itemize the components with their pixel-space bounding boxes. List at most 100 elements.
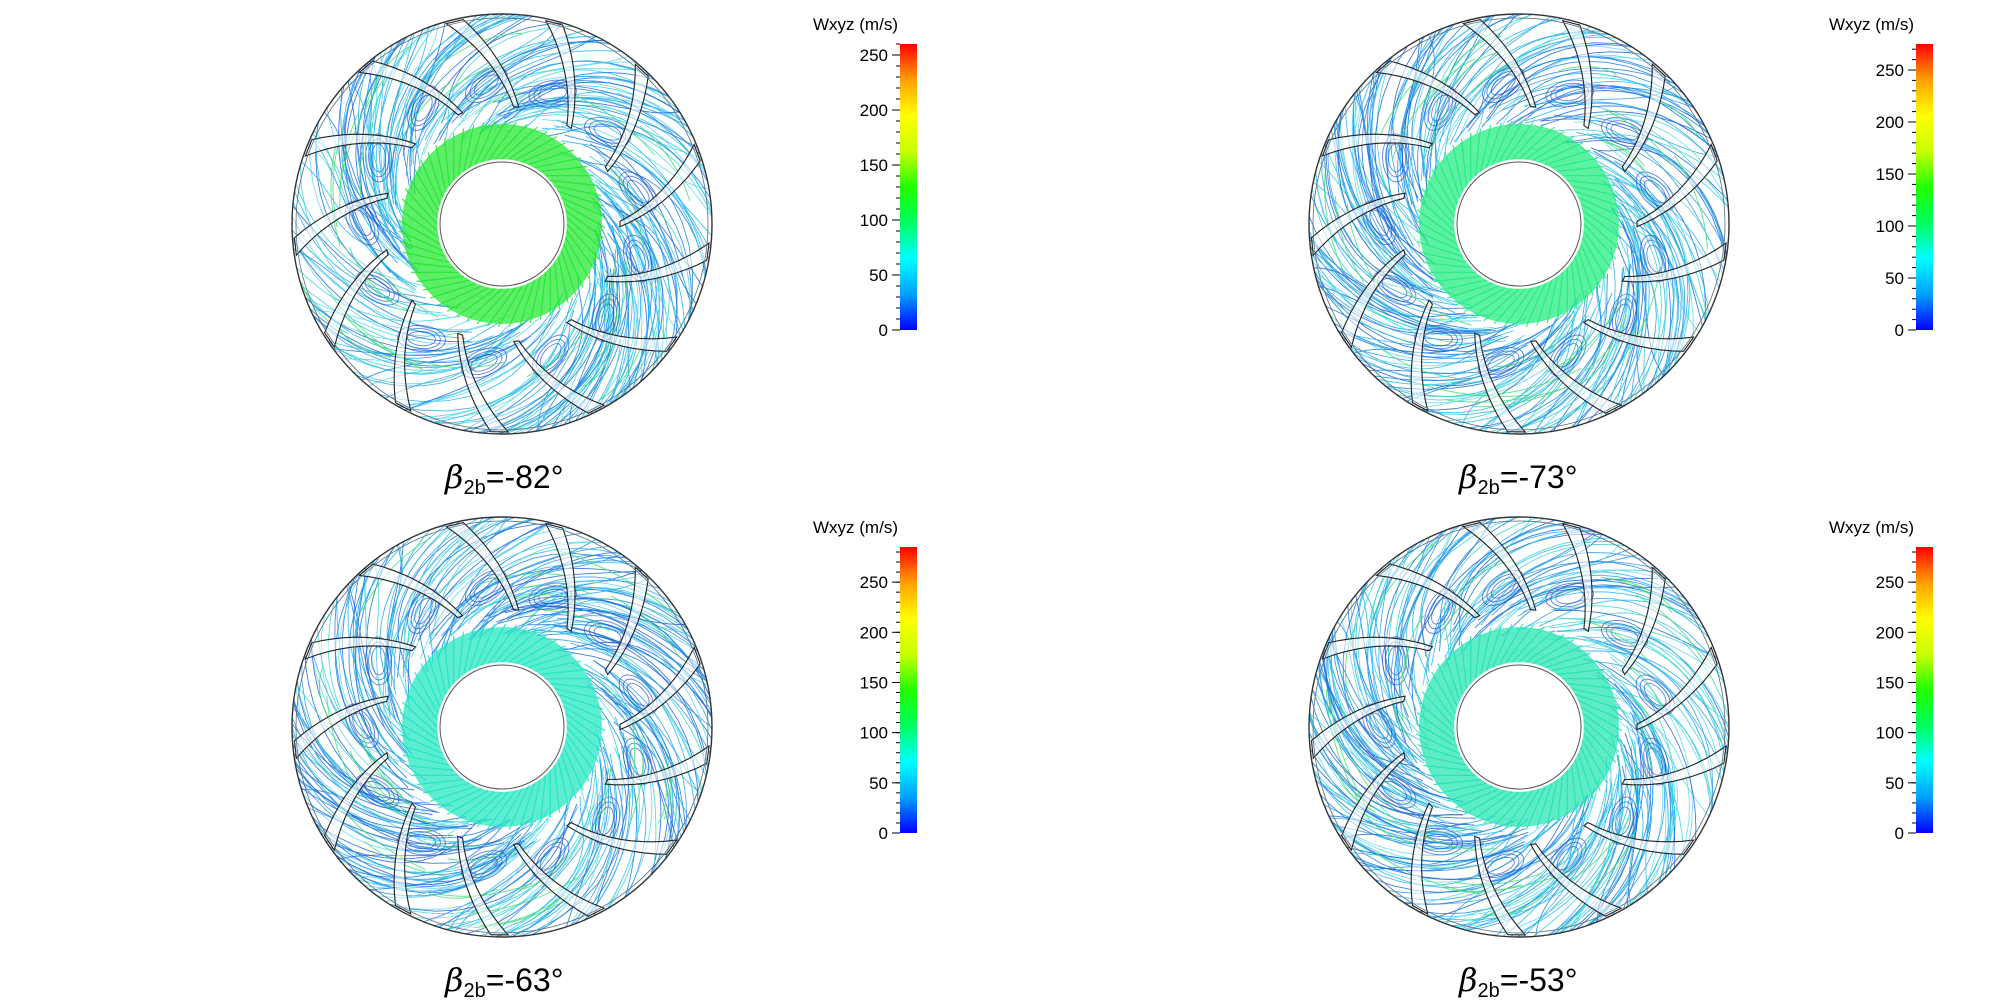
streamline xyxy=(301,281,349,335)
streamline xyxy=(543,638,712,771)
streamline xyxy=(1344,623,1358,701)
streamline xyxy=(1540,111,1726,148)
streamline xyxy=(431,569,657,655)
blade xyxy=(1340,248,1406,349)
recirculation-loop xyxy=(1372,773,1417,809)
blade xyxy=(1621,63,1666,173)
streamline xyxy=(1564,628,1729,759)
blade xyxy=(1636,143,1718,228)
streamline xyxy=(295,802,537,851)
streamline xyxy=(337,308,420,367)
impeller-blades xyxy=(293,521,710,936)
recirculation-loop xyxy=(1601,116,1649,148)
streamline xyxy=(292,773,479,843)
streamline xyxy=(1601,576,1673,613)
panel-caption: β2b=-73° xyxy=(1459,458,1578,499)
streamline xyxy=(604,694,681,868)
streamline xyxy=(1324,166,1345,273)
panel-3: Wxyz (m/s) 0 50 100 150 200 250 β2b=-63° xyxy=(0,503,1003,1006)
recirculation-loop xyxy=(1490,577,1516,599)
streamline xyxy=(398,82,451,144)
streamline xyxy=(553,621,712,791)
streamline xyxy=(1422,806,1608,928)
recirculation-loop xyxy=(397,828,446,856)
streamline xyxy=(327,816,534,862)
recirculation-loop xyxy=(414,94,433,122)
blade xyxy=(293,695,389,760)
streamline xyxy=(428,888,498,899)
colorbar-tick-label: 200 xyxy=(860,623,888,642)
outer-rim xyxy=(1308,13,1730,435)
streamline xyxy=(1484,246,1616,434)
colorbar-gradient xyxy=(900,547,917,833)
streamline xyxy=(1567,816,1631,884)
streamline xyxy=(1422,58,1476,108)
recirculation-loop xyxy=(1635,171,1675,212)
recirculation-loop xyxy=(1610,626,1639,644)
impeller-blades xyxy=(1310,521,1727,936)
streamline xyxy=(529,229,604,434)
recirculation-loop xyxy=(593,123,622,141)
streamline xyxy=(509,95,701,130)
streamline xyxy=(600,248,617,318)
streamline xyxy=(1468,267,1627,434)
recirculation-loop xyxy=(1615,303,1631,332)
streamline xyxy=(600,186,678,381)
colorbar-tick-label: 0 xyxy=(1895,321,1904,340)
streamline xyxy=(338,327,391,358)
recirculation-loop xyxy=(591,796,621,845)
streamline xyxy=(1377,56,1443,140)
recirculation-loop xyxy=(1556,846,1579,871)
streamline xyxy=(447,847,521,861)
recirculation-loop xyxy=(1382,636,1410,686)
streamline xyxy=(327,819,510,879)
streamline xyxy=(395,14,519,197)
streamline xyxy=(392,16,430,210)
streamline xyxy=(591,241,635,426)
streamline xyxy=(1390,14,1466,222)
blade xyxy=(293,192,389,257)
recirculation-loop xyxy=(531,334,570,376)
streamline xyxy=(1337,79,1434,298)
streamline xyxy=(560,648,709,806)
streamline xyxy=(1604,167,1711,334)
blade xyxy=(1621,566,1666,676)
colorbar-title: Wxyz (m/s) xyxy=(1829,518,1914,537)
colorbar-title: Wxyz (m/s) xyxy=(813,15,898,34)
streamline xyxy=(292,261,501,354)
impeller-eye xyxy=(1456,664,1582,790)
streamline xyxy=(572,662,686,850)
streamline xyxy=(1309,281,1482,333)
blade xyxy=(619,646,701,731)
recirculation-loop xyxy=(365,636,393,686)
streamline xyxy=(557,753,618,937)
blade xyxy=(619,143,701,228)
streamline xyxy=(595,661,688,852)
blade xyxy=(457,835,510,936)
streamline xyxy=(1603,203,1650,428)
streamline xyxy=(305,323,521,375)
streamline xyxy=(1607,651,1693,877)
blade xyxy=(1582,318,1695,352)
recirculation-loop xyxy=(364,277,391,299)
blade xyxy=(604,63,649,173)
streamline xyxy=(360,733,411,806)
streamline xyxy=(1493,569,1695,632)
impeller-eye xyxy=(439,664,565,790)
streamline xyxy=(1314,140,1439,290)
recirculation-loop xyxy=(1424,331,1453,347)
streamline xyxy=(1309,266,1488,334)
recirculation-loop xyxy=(1482,569,1525,607)
outer-rim-inner xyxy=(295,17,709,431)
streamline xyxy=(317,103,419,271)
streamline xyxy=(1525,776,1621,937)
streamline xyxy=(371,779,429,824)
streamline xyxy=(1355,326,1578,374)
streamline xyxy=(1630,695,1656,734)
streamline xyxy=(1431,56,1669,147)
streamline xyxy=(502,764,615,937)
streamline xyxy=(1472,533,1626,622)
streamline xyxy=(1572,263,1630,434)
streamline xyxy=(1634,708,1649,778)
streamline xyxy=(436,882,533,897)
